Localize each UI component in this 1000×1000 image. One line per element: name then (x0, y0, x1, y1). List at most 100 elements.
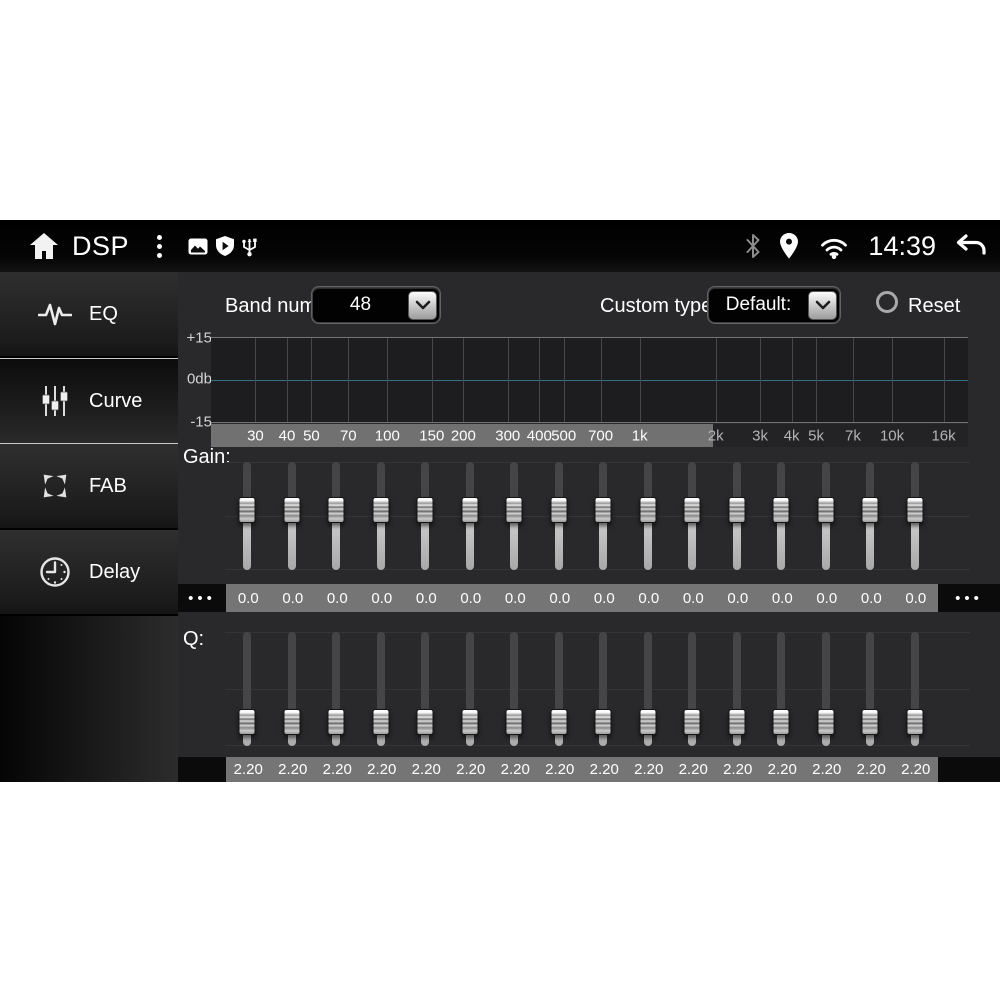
q-slider-track[interactable] (643, 632, 652, 746)
q-slider-track[interactable] (599, 632, 608, 746)
q-slider-track[interactable] (421, 632, 430, 746)
q-slider-track[interactable] (465, 632, 474, 746)
gain-value-cells: 0.0 0.0 0.0 0.0 0.0 0.0 0.0 0.0 0.0 0.0 0.0 0.0 0.0 0… (226, 584, 938, 612)
q-slider-track[interactable] (910, 632, 919, 746)
gain-slider[interactable] (547, 462, 571, 570)
back-icon[interactable] (952, 233, 988, 260)
q-value: 2.20 (500, 761, 530, 778)
q-slider-thumb[interactable] (327, 709, 345, 736)
gain-slider[interactable] (903, 462, 927, 570)
q-slider-thumb[interactable] (639, 709, 657, 736)
q-slider[interactable] (858, 632, 882, 746)
gain-slider[interactable] (725, 462, 749, 570)
gain-slider[interactable] (680, 462, 704, 570)
q-slider[interactable] (324, 632, 348, 746)
gain-slider[interactable] (591, 462, 615, 570)
q-slider-track[interactable] (287, 632, 296, 746)
gain-slider[interactable] (458, 462, 482, 570)
q-slider-track[interactable] (777, 632, 786, 746)
q-slider-track[interactable] (821, 632, 830, 746)
q-value: 2.20 (233, 761, 263, 778)
gain-slider-thumb[interactable] (817, 496, 835, 523)
gain-slider[interactable] (235, 462, 259, 570)
gain-slider-thumb[interactable] (728, 496, 746, 523)
q-slider-thumb[interactable] (238, 709, 256, 736)
gain-overflow-left[interactable]: ••• (178, 584, 226, 612)
q-slider[interactable] (369, 632, 393, 746)
q-slider[interactable] (814, 632, 838, 746)
gain-slider-thumb[interactable] (505, 496, 523, 523)
sidebar-item-curve[interactable]: Curve (0, 358, 178, 444)
gain-slider-thumb[interactable] (461, 496, 479, 523)
gain-slider[interactable] (280, 462, 304, 570)
reset-radio[interactable] (876, 291, 898, 313)
gain-slider-thumb[interactable] (327, 496, 345, 523)
gain-slider[interactable] (858, 462, 882, 570)
gain-slider-thumb[interactable] (772, 496, 790, 523)
chevron-down-icon[interactable] (408, 290, 437, 320)
q-slider-track[interactable] (866, 632, 875, 746)
q-slider-thumb[interactable] (550, 709, 568, 736)
gain-slider-thumb[interactable] (683, 496, 701, 523)
q-slider[interactable] (502, 632, 526, 746)
q-slider-track[interactable] (332, 632, 341, 746)
q-slider[interactable] (280, 632, 304, 746)
gain-slider[interactable] (369, 462, 393, 570)
q-slider[interactable] (725, 632, 749, 746)
gain-slider-thumb[interactable] (416, 496, 434, 523)
gain-slider-thumb[interactable] (238, 496, 256, 523)
custom-type-select[interactable]: Default: (708, 287, 840, 323)
q-slider-thumb[interactable] (594, 709, 612, 736)
q-slider[interactable] (903, 632, 927, 746)
q-slider[interactable] (458, 632, 482, 746)
gridline (431, 338, 433, 422)
q-slider-thumb[interactable] (416, 709, 434, 736)
overflow-menu-icon[interactable] (153, 231, 166, 262)
gain-slider[interactable] (636, 462, 660, 570)
gain-slider-thumb[interactable] (861, 496, 879, 523)
gain-overflow-right[interactable]: ••• (938, 584, 1000, 612)
home-icon[interactable] (28, 231, 60, 261)
q-slider-thumb[interactable] (505, 709, 523, 736)
gain-slider[interactable] (502, 462, 526, 570)
gain-slider-thumb[interactable] (594, 496, 612, 523)
gain-slider-thumb[interactable] (639, 496, 657, 523)
q-slider-thumb[interactable] (906, 709, 924, 736)
q-slider-track[interactable] (243, 632, 251, 746)
q-slider-thumb[interactable] (683, 709, 701, 736)
q-slider[interactable] (591, 632, 615, 746)
q-slider-track[interactable] (688, 632, 697, 746)
gain-slider[interactable] (769, 462, 793, 570)
q-slider[interactable] (413, 632, 437, 746)
q-slider[interactable] (769, 632, 793, 746)
gain-slider[interactable] (413, 462, 437, 570)
q-slider-thumb[interactable] (728, 709, 746, 736)
q-slider[interactable] (680, 632, 704, 746)
q-slider[interactable] (235, 632, 259, 746)
q-slider-track[interactable] (554, 632, 563, 746)
gain-slider[interactable] (324, 462, 348, 570)
q-slider-thumb[interactable] (861, 709, 879, 736)
q-slider-thumb[interactable] (461, 709, 479, 736)
q-slider[interactable] (547, 632, 571, 746)
q-slider-thumb[interactable] (772, 709, 790, 736)
gain-slider-thumb[interactable] (906, 496, 924, 523)
q-slider-track[interactable] (510, 632, 519, 746)
q-slider-track[interactable] (732, 632, 741, 746)
sidebar-item-fab[interactable]: FAB (0, 444, 178, 530)
gain-slider-thumb[interactable] (550, 496, 568, 523)
sidebar-item-eq[interactable]: EQ (0, 272, 178, 358)
gridline (286, 338, 288, 422)
band-num-select[interactable]: 48 (312, 287, 440, 323)
gain-slider-thumb[interactable] (372, 496, 390, 523)
q-slider[interactable] (636, 632, 660, 746)
sidebar-item-delay[interactable]: Delay (0, 530, 178, 616)
q-slider-thumb[interactable] (372, 709, 390, 736)
gain-slider-thumb[interactable] (283, 496, 301, 523)
gain-slider[interactable] (814, 462, 838, 570)
q-slider-thumb[interactable] (817, 709, 835, 736)
q-slider-track[interactable] (376, 632, 385, 746)
q-slider-thumb[interactable] (283, 709, 301, 736)
gain-value: 0.0 (460, 589, 482, 607)
chevron-down-icon[interactable] (808, 290, 837, 320)
